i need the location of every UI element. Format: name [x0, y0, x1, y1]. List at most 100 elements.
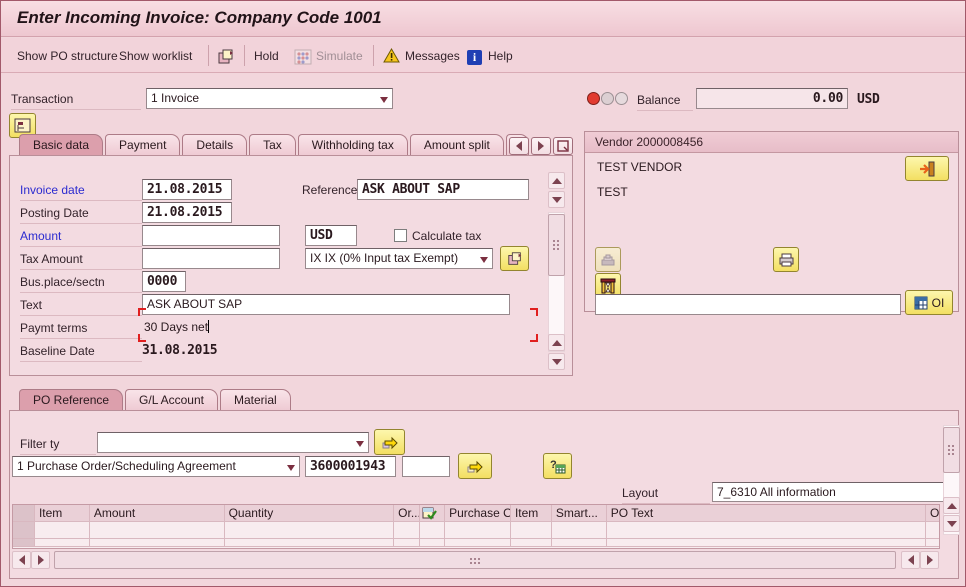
text-field[interactable]: ASK ABOUT SAP [142, 294, 510, 315]
table-vscrollbar-thumb[interactable] [943, 427, 960, 473]
tab-amount-split[interactable]: Amount split [409, 134, 504, 156]
item-search-button[interactable]: ? [543, 453, 572, 479]
hourglass-icon [600, 278, 616, 293]
messages-button[interactable]: Messages [405, 49, 460, 63]
panel-scroll-left-button[interactable] [901, 551, 920, 569]
help-icon: i [467, 48, 482, 66]
tab-scroll-right-button[interactable] [531, 137, 551, 155]
form-scroll-down-button[interactable] [548, 191, 565, 208]
select-all-cell[interactable] [13, 505, 35, 522]
bus-place-label: Bus.place/sectn [20, 274, 142, 293]
po-item-field[interactable] [402, 456, 450, 477]
worklist-tree-icon [14, 118, 31, 133]
phone-button[interactable] [595, 247, 621, 272]
display-vendor-button[interactable] [905, 156, 949, 181]
table-row[interactable] [13, 539, 939, 547]
calculate-tax-label: Calculate tax [412, 229, 482, 243]
doc-category-value: 1 Purchase Order/Scheduling Agreement [17, 459, 236, 473]
show-po-structure-button[interactable]: Show PO structure [17, 49, 118, 63]
calculate-tax-checkbox[interactable] [394, 229, 407, 242]
col-out[interactable]: Out [926, 505, 939, 522]
currency-field[interactable]: USD [305, 225, 357, 246]
invoice-date-label: Invoice date [20, 182, 142, 201]
text-label: Text [20, 297, 142, 316]
form-scrollbar-thumb[interactable] [548, 214, 565, 276]
adopt-po-button[interactable] [458, 453, 492, 479]
doc-category-select[interactable]: 1 Purchase Order/Scheduling Agreement [12, 456, 300, 477]
table-header-row: Item Amount Quantity Or... Purchase Orde… [13, 505, 939, 522]
vendor-oi-button[interactable]: OI [905, 290, 953, 315]
basic-data-panel: Invoice date 21.08.2015 Reference ASK AB… [9, 155, 573, 376]
form-scroll-up-button[interactable] [548, 172, 565, 189]
po-number-field[interactable]: 3600001943 [305, 456, 396, 477]
tab-withholding-tax[interactable]: Withholding tax [297, 134, 408, 156]
question-glyph: ? [550, 459, 557, 471]
tax-code-select[interactable]: IX IX (0% Input tax Exempt) [305, 248, 493, 269]
col-item[interactable]: Item [34, 505, 90, 522]
col-smart[interactable]: Smart... [551, 505, 607, 522]
phone-icon [601, 254, 615, 266]
balance-currency: USD [857, 92, 880, 107]
col-quantity[interactable]: Quantity [224, 505, 395, 522]
transaction-select[interactable]: 1 Invoice [146, 88, 393, 109]
page-title: Enter Incoming Invoice: Company Code 100… [17, 8, 382, 27]
bus-place-field[interactable]: 0000 [142, 271, 186, 292]
tab-tax[interactable]: Tax [249, 134, 296, 156]
simulate-button: Simulate [316, 49, 363, 63]
tax-detail-button[interactable] [500, 246, 529, 271]
vendor-panel: Vendor 2000008456 TEST VENDOR TEST [584, 131, 959, 315]
tab-gl-account[interactable]: G/L Account [125, 389, 218, 411]
filter-apply-button[interactable] [374, 429, 405, 455]
col-ok-header[interactable] [420, 505, 446, 522]
layout-label: Layout [622, 485, 710, 504]
panel-scroll-right-button[interactable] [920, 551, 939, 569]
paymt-terms-label: Paymt terms [20, 320, 142, 339]
row-selector[interactable] [13, 522, 35, 539]
tax-amount-label: Tax Amount [20, 251, 142, 270]
tab-po-reference[interactable]: PO Reference [19, 389, 124, 411]
col-item2[interactable]: Item [510, 505, 552, 522]
tab-scroll-left-button[interactable] [509, 137, 529, 155]
note-check-icon [422, 507, 438, 520]
tab-details[interactable]: Details [182, 134, 248, 156]
layout-field[interactable]: 7_6310 All information [712, 482, 944, 502]
amount-field[interactable] [142, 225, 280, 246]
tab-basic-data[interactable]: Basic data [19, 134, 104, 156]
paymt-terms-field[interactable]: 30 Days net [144, 320, 210, 334]
invoice-date-field[interactable]: 21.08.2015 [142, 179, 232, 200]
form-scroll-up2-button[interactable] [548, 334, 565, 351]
table-scroll-up-button[interactable] [943, 497, 960, 514]
item-tabstrip: PO Reference G/L Account Material [19, 389, 519, 411]
table-row[interactable] [13, 522, 939, 539]
table-hscrollbar-thumb[interactable] [54, 551, 896, 569]
filter-select[interactable] [97, 432, 369, 453]
tab-payment[interactable]: Payment [105, 134, 181, 156]
vendor-oi-field[interactable] [595, 294, 901, 315]
col-order[interactable]: Or... [394, 505, 421, 522]
toolbar-separator [208, 45, 209, 66]
table-scroll-left-button[interactable] [12, 551, 31, 569]
tab-list-button[interactable] [553, 137, 573, 155]
baseline-date-label: Baseline Date [20, 343, 142, 362]
table-scroll-right-button[interactable] [31, 551, 50, 569]
tab-overview-icon [557, 140, 569, 152]
col-amount[interactable]: Amount [89, 505, 225, 522]
posting-date-field[interactable]: 21.08.2015 [142, 202, 232, 223]
assignment-icon[interactable] [217, 47, 235, 65]
col-purchase-order[interactable]: Purchase Order [445, 505, 511, 522]
tax-amount-field[interactable] [142, 248, 280, 269]
row-selector[interactable] [13, 539, 35, 547]
hold-button[interactable]: Hold [254, 49, 279, 63]
show-worklist-button[interactable]: Show worklist [119, 49, 193, 63]
help-button[interactable]: Help [488, 49, 513, 63]
form-scroll-down2-button[interactable] [548, 353, 565, 370]
reference-label: Reference [302, 183, 358, 197]
table-scroll-down-button[interactable] [943, 515, 960, 532]
col-po-text[interactable]: PO Text [606, 505, 926, 522]
print-button[interactable] [773, 247, 799, 272]
focus-corner [530, 334, 538, 342]
reference-field[interactable]: ASK ABOUT SAP [357, 179, 529, 200]
focus-corner [138, 308, 146, 316]
tab-material[interactable]: Material [219, 389, 291, 411]
